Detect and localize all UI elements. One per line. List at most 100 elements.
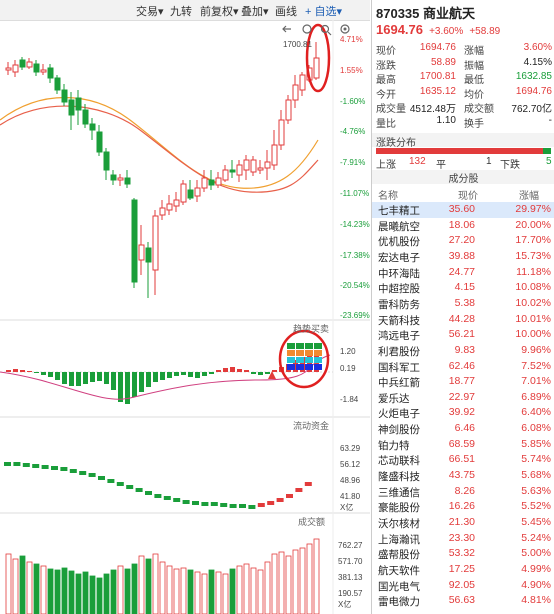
col-price-header[interactable]: 现价 [458,191,478,202]
component-price: 68.59 [448,437,475,450]
volume-bar [180,567,187,614]
component-row[interactable]: 火炬电子 39.92 6.40% [372,405,554,421]
volume-bar [54,569,61,614]
volume-bar [222,573,229,614]
component-row[interactable]: 雷电微力 56.63 4.81% [372,593,554,609]
candle [250,156,257,176]
component-row[interactable]: 上海瀚讯 23.30 5.24% [372,531,554,547]
component-row[interactable]: 天箭科技 44.28 10.01% [372,312,554,328]
search-icon[interactable] [320,24,332,36]
overlay-menu[interactable]: 叠加▾ [241,6,269,18]
candle-body [152,215,159,271]
component-row[interactable]: 豪能股份 16.26 5.52% [372,499,554,515]
candle [110,170,117,185]
component-row[interactable]: 七丰精工 35.60 29.97% [372,202,554,218]
chart-canvas[interactable] [0,20,370,614]
component-row[interactable]: 晨曦航空 18.06 20.00% [372,218,554,234]
adjust-menu[interactable]: 前复权▾ [200,6,239,18]
macd-bar [293,360,298,372]
macd-bar [174,372,179,376]
macd-bar [153,372,158,382]
component-row[interactable]: 宏达电子 39.88 15.73% [372,249,554,265]
component-pct: 5.85% [521,437,551,450]
macd-bar [104,372,109,384]
candle [96,125,103,156]
component-row[interactable]: 盛帮股份 53.32 5.00% [372,546,554,562]
quote-field-row: 涨跌 58.89 振幅 4.15% [372,57,554,72]
component-pct: 7.01% [521,375,551,388]
macd-bar [188,372,193,377]
component-row[interactable]: 国光电气 92.05 4.90% [372,578,554,594]
component-row[interactable]: 鸿远电子 56.21 10.00% [372,327,554,343]
flow-mark [295,488,303,492]
component-row[interactable]: 芯动联科 66.51 5.74% [372,452,554,468]
col-pct-header[interactable]: 涨幅 [519,191,539,202]
price-axis-label: -1.60% [340,97,366,106]
flow-mark [4,462,11,466]
component-name: 航天软件 [378,564,420,577]
chart-area[interactable]: 1700.81 4.71% 1.55% -1.60% -4.76% -7.91%… [0,20,370,614]
settings-icon[interactable] [340,24,350,34]
component-row[interactable]: 沃尔核材 21.30 5.45% [372,515,554,531]
candle-body [215,177,222,186]
volume-bar [166,565,173,614]
components-header: 名称 现价 涨幅 [372,186,554,202]
candle [222,165,229,182]
component-price: 92.05 [448,578,475,591]
back-icon[interactable] [282,25,291,33]
nine-turn-button[interactable]: 九转 [170,6,192,18]
price-axis-label: -20.54% [340,281,370,290]
component-price: 43.75 [448,469,475,482]
candle [159,200,166,220]
candle [187,180,194,200]
component-pct: 20.00% [515,218,551,231]
flow-mark [41,465,49,469]
component-row[interactable]: 隆盛科技 43.75 5.68% [372,468,554,484]
macd-bar [195,372,200,378]
component-row[interactable]: 中超控股 4.15 10.08% [372,280,554,296]
component-pct: 9.96% [521,343,551,356]
candle [117,174,124,186]
candle-body [250,159,257,173]
candle-body [229,169,236,173]
trade-menu[interactable]: 交易▾ [136,6,164,18]
refresh-icon[interactable] [302,24,312,34]
component-name: 爱乐达 [378,392,410,405]
component-row[interactable]: 优机股份 27.20 17.70% [372,233,554,249]
candle [103,148,110,180]
down-label: 下跌 [500,160,520,171]
component-row[interactable]: 中环海陆 24.77 11.18% [372,265,554,281]
add-watchlist-button[interactable]: + 自选▾ [305,6,343,18]
component-name: 雷电微力 [378,596,420,609]
component-name: 火炬电子 [378,408,420,421]
macd-bar [181,372,186,375]
component-pct: 5.63% [521,484,551,497]
component-row[interactable]: 铂力特 68.59 5.85% [372,437,554,453]
component-row[interactable]: 国科军工 62.46 7.52% [372,359,554,375]
macd-bar [223,368,228,372]
candle [33,60,40,76]
volume-bar [68,570,75,614]
component-row[interactable]: 利君股份 9.83 9.96% [372,343,554,359]
price-axis-label: -23.69% [340,311,370,320]
flow-mark [182,500,190,504]
candle [47,64,54,83]
candle-body [292,84,299,101]
col-name-header[interactable]: 名称 [378,191,398,202]
component-row[interactable]: 航天软件 17.25 4.99% [372,562,554,578]
component-name: 芯动联科 [378,455,420,468]
quote-field-row: 现价 1694.76 涨幅 3.60% [372,42,554,57]
current-price: 1694.76 [376,22,423,37]
breadth-bar-up [376,148,544,154]
field-label: 现价 [376,46,396,57]
component-row[interactable]: 爱乐达 22.97 6.89% [372,390,554,406]
component-row[interactable]: 三维通信 8.26 5.63% [372,484,554,500]
draw-line-button[interactable]: 画线 [275,6,297,18]
component-pct: 5.74% [521,453,551,466]
flow-mark [13,462,21,466]
component-row[interactable]: 中兵红箭 18.77 7.01% [372,374,554,390]
component-row[interactable]: 雷科防务 5.38 10.02% [372,296,554,312]
price-axis-label: -4.76% [340,127,366,136]
component-row[interactable]: 神剑股份 6.46 6.08% [372,421,554,437]
component-name: 七丰精工 [378,205,420,217]
